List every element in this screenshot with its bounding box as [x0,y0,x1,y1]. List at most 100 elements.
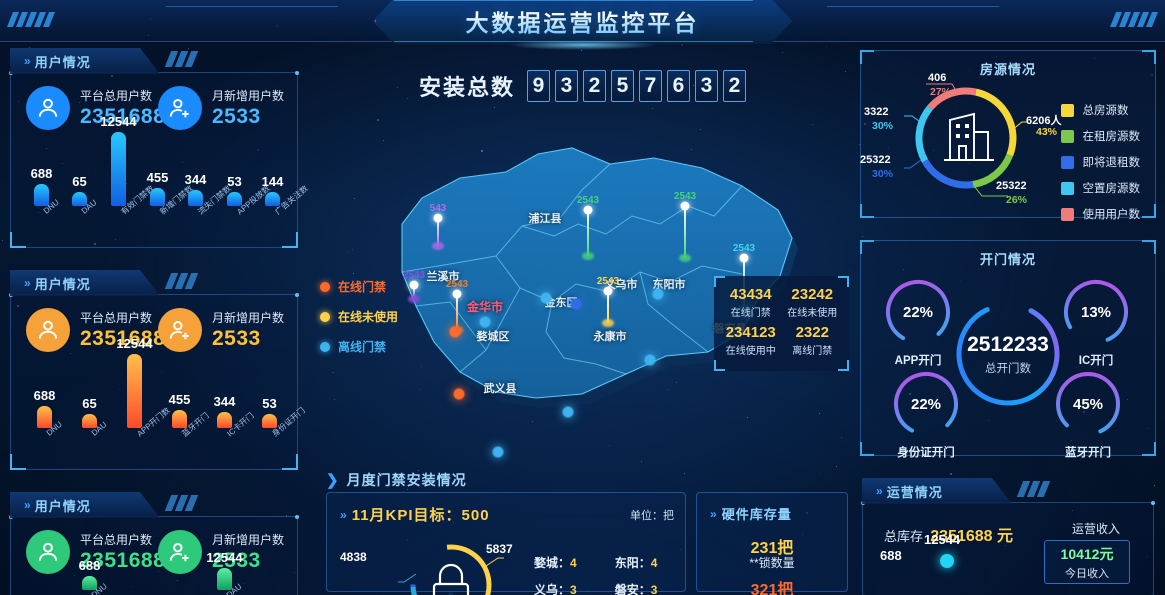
hardware-title: 硬件库存量 [722,504,792,523]
corner-notch [1142,442,1156,456]
map-dot-marker[interactable] [493,447,504,458]
kpi-label: 月新增用户数 [212,531,284,548]
map-city-label[interactable]: 婺城区 [477,328,510,344]
panel-user-orange: » 用户情况 平台总用户数 2351688 月新增用户数 2533 [10,270,298,470]
map-pin-value: 2543 [403,270,425,281]
bar-shape [127,354,142,428]
hardware-title-row: » 硬件库存量 [710,504,792,523]
install-digit: 3 [555,70,578,102]
city-stat-item: 磐安：3 [615,581,658,595]
bar-item: 455 蓝牙开门 [172,410,187,428]
panel-user-blue-header: » 用户情况 [10,48,298,74]
operation-chart-value-1: 688 [880,548,902,563]
panel-tab: » 用户情况 [10,492,160,518]
legend-label: 空置房源数 [1083,180,1141,196]
map-pin[interactable]: 543 [437,218,439,246]
house-legend-item[interactable]: 即将退租数 [1061,154,1141,170]
gauge-value: 45% [1052,368,1124,440]
bar-item: 688 DNU [37,406,52,428]
panel-tab: » 用户情况 [10,270,160,296]
map-pin-base [602,319,614,327]
map-city-label[interactable]: 金华市 [467,298,503,315]
panel-door-open: 开门情况 2512233 总开门数 22% APP开门 [860,240,1156,456]
city-stat-item: 义乌：3 [534,581,577,595]
panel-slash-decor [168,495,195,511]
gauge-label: 身份证开门 [897,444,955,460]
map-pin[interactable]: 2543 [413,285,415,299]
map-pin-stick [456,294,458,330]
chevron-right-icon: » [24,54,29,68]
legend-color-dot [320,282,330,292]
bar-shape [111,132,126,206]
map-pin[interactable]: 2543 [456,294,458,330]
map-legend-item[interactable]: 离线门禁 [320,338,398,355]
chevron-right-icon: » [340,508,345,522]
bar-value: 65 [72,174,86,189]
map-city-label[interactable]: 永康市 [594,328,627,344]
gauge-label: 蓝牙开门 [1065,444,1111,460]
header-center-plate: 大数据运营监控平台 [373,0,793,44]
map-stat-value: 2322 [782,324,844,341]
gauge-id-open: 22% 身份证开门 [890,368,962,440]
panel-title: 用户情况 [35,52,91,71]
gauge-ic-open: 13% IC开门 [1060,276,1132,348]
bar-value: 53 [227,174,241,189]
operation-chart-value-2: 12544 [924,532,960,547]
install-total: 安装总数 93257632 [310,70,855,102]
map-dot-marker[interactable] [571,299,582,310]
map-stat-value: 234123 [720,324,782,341]
bar-value: 688 [79,558,101,573]
map-stat-label: 离线门禁 [782,342,844,357]
house-legend-item[interactable]: 总房源数 [1061,102,1141,118]
map-dot-marker[interactable] [645,355,656,366]
install-digit: 7 [639,70,662,102]
house-pct-users: 27% [930,86,951,98]
panel-title: 开门情况 [860,249,1156,268]
install-digit: 9 [527,70,550,102]
map-dot-marker[interactable] [480,317,491,328]
user-icon [26,530,70,574]
operation-chart-point [940,554,954,568]
house-value-rented: 25322 [996,180,1027,192]
china-region-map [310,106,855,426]
map-dot-marker[interactable] [450,327,461,338]
map-pin[interactable]: 2543 [607,291,609,323]
house-legend-item[interactable]: 在租房源数 [1061,128,1141,144]
map-dot-marker[interactable] [454,389,465,400]
operation-revenue-label: 运营收入 [1072,520,1120,537]
chevron-right-icon: » [24,276,29,290]
map-pin[interactable]: 2543 [587,210,589,256]
bar-item: 344 IC卡开门 [217,412,232,428]
house-legend-item[interactable]: 使用用户数 [1061,206,1141,222]
map-city-label[interactable]: 武义县 [484,380,517,396]
house-legend-item[interactable]: 空置房源数 [1061,180,1141,196]
house-value-vacant: 3322 [864,106,888,118]
panel-tab: » 运营情况 [862,478,1012,504]
panel-user-green-header: » 用户情况 [10,492,298,518]
map-dot-marker[interactable] [653,289,664,300]
map-pin[interactable]: 2543 [684,206,686,258]
bar-value: 688 [34,388,56,403]
gauge-bluetooth-open: 45% 蓝牙开门 [1052,368,1124,440]
map-legend-item[interactable]: 在线门禁 [320,278,398,295]
door-total-ring: 2512233 总开门数 [950,296,1066,412]
corner-notch [838,360,849,371]
legend-color-dot [320,342,330,352]
map-pin-head [740,254,749,263]
map-pin-head [584,206,593,215]
map-pin-base [679,254,691,262]
map-legend-item[interactable]: 在线未使用 [320,308,398,325]
map-stat-label: 在线门禁 [720,304,782,319]
bar-item: 144 广告关注数 [265,192,280,206]
map-stats-box: 43434 在线门禁 23242 在线未使用 234123 在线使用中 2322… [714,276,849,371]
gauge-label: APP开门 [895,352,942,368]
door-total-value: 2512233 [967,333,1049,357]
house-pct-exiting: 30% [872,168,893,180]
map-dot-marker[interactable] [563,407,574,418]
map-city-label[interactable]: 浦江县 [529,210,562,226]
kpi-label: 平台总用户数 [80,309,165,326]
bar-item: 65 DAU [82,414,97,428]
kpi-label: 平台总用户数 [80,87,165,104]
house-value-users: 406 [928,72,946,84]
map-dot-marker[interactable] [541,293,552,304]
